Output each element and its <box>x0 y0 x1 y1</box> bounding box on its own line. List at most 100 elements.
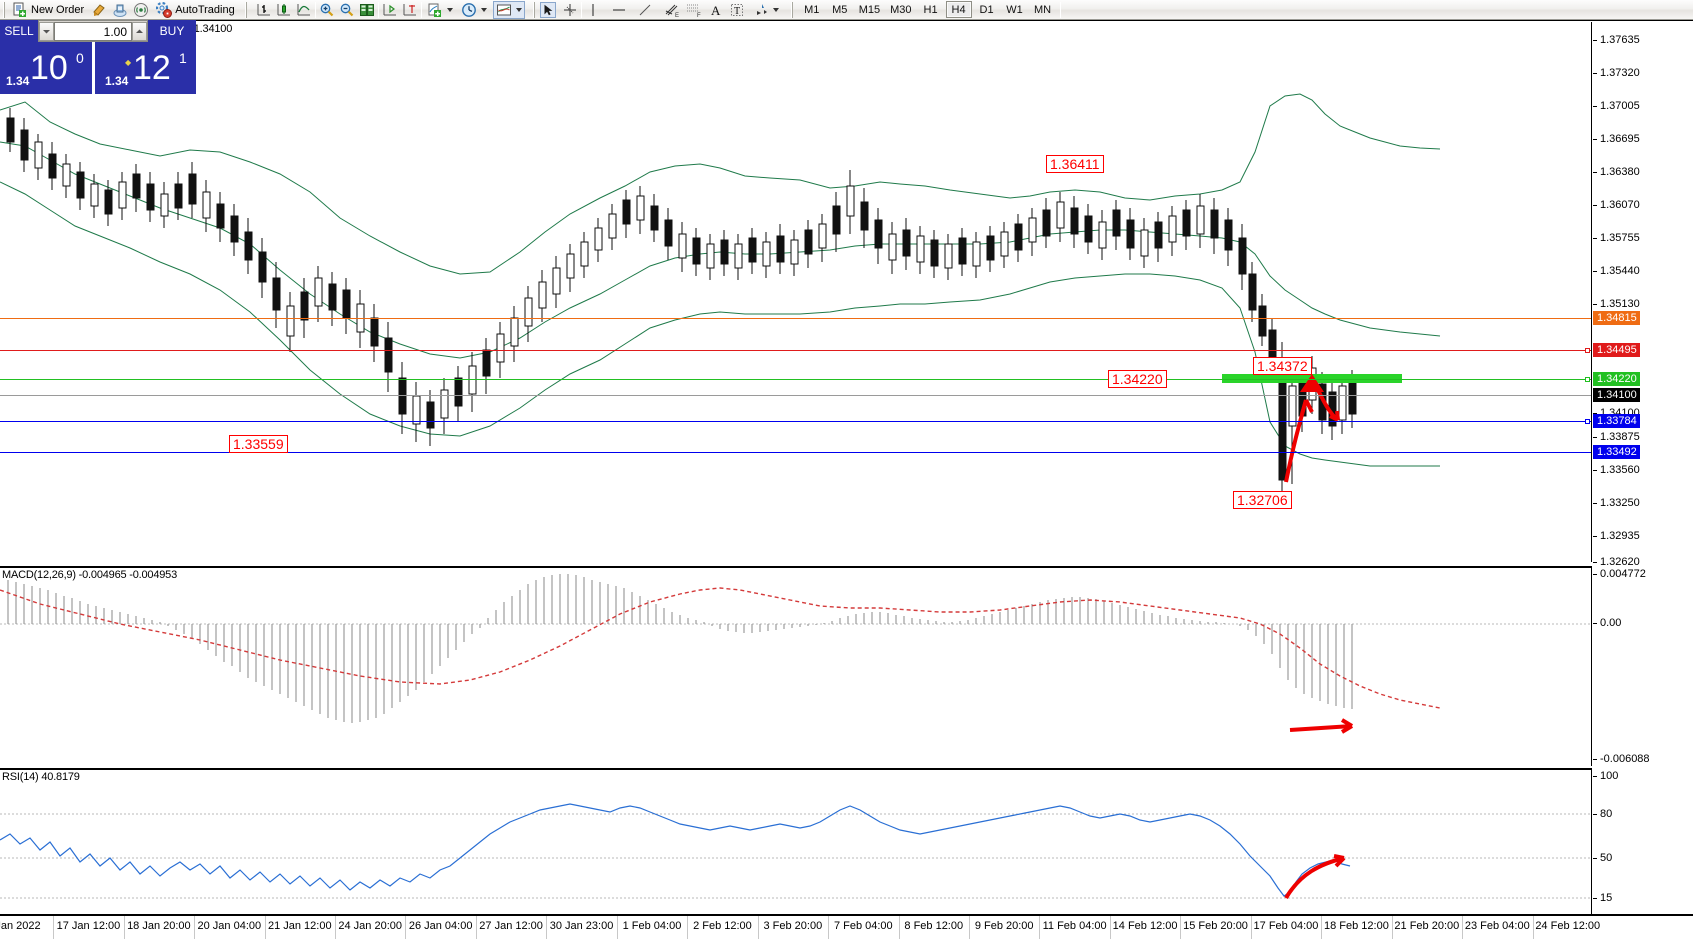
new-order-icon <box>12 2 28 18</box>
price-tick: 1.37320 <box>1593 67 1693 80</box>
price-level-badge-1-34495[interactable]: 1.34495 <box>1593 343 1640 357</box>
price-line-1-33492[interactable] <box>0 452 1591 453</box>
macd-axis: 0.004772 0.00 -0.006088 <box>1593 568 1693 766</box>
order-panel-top-row: SELL 1.00 BUY <box>0 20 196 42</box>
macd-label: MACD(12,26,9) -0.004965 -0.004953 <box>2 569 178 581</box>
annotation-1-36411[interactable]: 1.36411 <box>1046 155 1104 173</box>
buy-price-prefix: 1.34 <box>105 74 129 88</box>
terminal-icon[interactable] <box>112 2 128 18</box>
period-button[interactable] <box>459 1 489 19</box>
sell-price-big: 10 <box>30 49 68 87</box>
timeframe-button-h1[interactable]: H1 <box>923 3 938 16</box>
templates-button[interactable] <box>492 0 525 19</box>
rsi-panel[interactable]: RSI(14) 40.8179 <box>0 768 1592 914</box>
period-caret-icon[interactable] <box>480 7 487 12</box>
time-axis-tick: 24 Feb 12:00 <box>1535 920 1601 932</box>
time-axis-tick: 21 Jan 12:00 <box>267 920 332 932</box>
price-tick: 1.37635 <box>1593 34 1693 47</box>
svg-text:T: T <box>734 6 740 17</box>
timeframe-button-h4[interactable]: H4 <box>945 1 972 18</box>
buy-price-big: 12 <box>133 49 171 87</box>
time-axis-tick: 15 Feb 20:00 <box>1183 920 1248 932</box>
timeframe-button-w1[interactable]: W1 <box>1006 3 1023 16</box>
sell-button[interactable]: SELL <box>0 20 38 42</box>
templates-caret-icon[interactable] <box>515 7 522 12</box>
up-arrow-marker <box>1300 374 1324 392</box>
sell-price-display[interactable]: 1.34 10 0 <box>0 42 92 94</box>
volume-control[interactable]: 1.00 <box>38 20 148 42</box>
timeframe-button-mn[interactable]: MN <box>1033 3 1052 16</box>
trendline-icon[interactable] <box>637 2 653 18</box>
text-icon[interactable]: A <box>707 2 723 18</box>
toolbar-grip-periods[interactable] <box>788 1 796 18</box>
time-axis-tick: 11 Feb 04:00 <box>1042 920 1107 932</box>
volume-decrement-button[interactable] <box>39 21 54 41</box>
buy-button[interactable]: BUY <box>148 20 196 42</box>
cursor-icon[interactable] <box>539 1 556 18</box>
volume-increment-button[interactable] <box>132 21 147 41</box>
timeframe-button-d1[interactable]: D1 <box>979 3 994 16</box>
add-indicator-button[interactable] <box>425 1 455 19</box>
add-indicator-caret-icon[interactable] <box>446 7 453 12</box>
price-line-handle-1-34220[interactable] <box>1585 377 1590 382</box>
text-label-icon[interactable]: T <box>729 2 745 18</box>
toolbar-grip-charts[interactable] <box>242 1 250 18</box>
price-axis[interactable]: 1.37635 1.37320 1.37005 1.36695 1.36380 … <box>1593 22 1693 568</box>
time-axis-tick: 18 Feb 12:00 <box>1323 920 1389 932</box>
price-line-1-34495[interactable] <box>0 350 1591 351</box>
price-tick: 1.33250 <box>1593 497 1693 510</box>
price-line-handle-1-33784[interactable] <box>1585 419 1590 424</box>
annotation-1-33559[interactable]: 1.33559 <box>229 435 288 453</box>
timeframe-button-m5[interactable]: M5 <box>832 3 848 16</box>
price-level-badge-1-33492[interactable]: 1.33492 <box>1593 445 1640 459</box>
price-line-handle-1-34495[interactable] <box>1585 348 1590 353</box>
toolbar-grip-standard[interactable] <box>1 1 8 18</box>
time-axis-separator <box>194 916 196 939</box>
chart-shift-icon[interactable] <box>382 2 398 18</box>
buy-price-display[interactable]: 1.34 12 1 ◆ <box>95 42 196 94</box>
bar-chart-icon[interactable] <box>256 2 272 18</box>
metaeditor-icon[interactable] <box>91 2 107 18</box>
price-level-badge-1-33784[interactable]: 1.33784 <box>1593 414 1640 428</box>
zoom-out-icon[interactable] <box>339 2 355 18</box>
time-axis-tick: 27 Jan 12:00 <box>479 920 543 932</box>
toolbar-grip-drawing[interactable] <box>530 1 538 18</box>
price-line-1-34220[interactable] <box>0 379 1591 380</box>
price-level-badge-1-34220[interactable]: 1.34220 <box>1593 372 1640 386</box>
annotation-1-34220[interactable]: 1.34220 <box>1108 370 1167 388</box>
order-panel-price-row: 1.34 10 0 1.34 12 1 ◆ <box>0 42 196 94</box>
one-click-trading-panel[interactable]: SELL 1.00 BUY 1.34 10 0 1.34 12 1 ◆ <box>0 20 196 94</box>
time-axis-separator <box>1462 916 1464 939</box>
price-level-badge-1-34815[interactable]: 1.34815 <box>1593 311 1640 325</box>
price-line-1-34815[interactable] <box>0 318 1591 319</box>
zoom-in-icon[interactable] <box>319 2 335 18</box>
volume-input[interactable]: 1.00 <box>54 21 132 41</box>
shapes-button[interactable] <box>751 1 781 19</box>
timeframe-button-m1[interactable]: M1 <box>804 3 820 16</box>
fibonacci-icon[interactable]: F <box>685 2 701 19</box>
vertical-line-icon[interactable] <box>585 2 601 18</box>
shapes-caret-icon[interactable] <box>772 7 779 12</box>
annotation-1-34372[interactable]: 1.34372 <box>1253 357 1312 375</box>
horizontal-line-icon[interactable] <box>611 2 627 18</box>
signals-icon[interactable] <box>133 2 149 18</box>
autotrading-button[interactable]: AutoTrading <box>154 1 237 19</box>
annotation-1-32706[interactable]: 1.32706 <box>1233 491 1292 509</box>
timeframe-button-m30[interactable]: M30 <box>890 3 912 16</box>
candlestick-chart-icon[interactable] <box>276 2 292 18</box>
crosshair-icon[interactable] <box>562 2 578 18</box>
price-chart-panel[interactable]: GBPUSD-,H4 1.34155 1.34234 1.33808 1.341… <box>0 22 1592 562</box>
time-axis[interactable]: Jan 2022 17 Jan 12:00 18 Jan 20:00 20 Jan 0… <box>0 914 1693 939</box>
main-toolbar: New Order AutoTra <box>0 0 1693 20</box>
tile-windows-icon[interactable] <box>359 2 375 18</box>
new-order-button[interactable]: New Order <box>10 1 86 19</box>
auto-scroll-icon[interactable] <box>402 2 418 18</box>
time-axis-tick: 17 Feb 04:00 <box>1253 920 1319 932</box>
equidistant-channel-icon[interactable]: E <box>663 2 679 19</box>
price-level-badge-1-34100[interactable]: 1.34100 <box>1593 388 1640 402</box>
timeframe-button-m15[interactable]: M15 <box>858 3 881 16</box>
line-chart-icon[interactable] <box>296 2 312 18</box>
macd-panel[interactable]: MACD(12,26,9) -0.004965 -0.004953 <box>0 566 1592 766</box>
price-line-1-33784[interactable] <box>0 421 1591 422</box>
price-tick: 1.32620 <box>1593 556 1693 569</box>
